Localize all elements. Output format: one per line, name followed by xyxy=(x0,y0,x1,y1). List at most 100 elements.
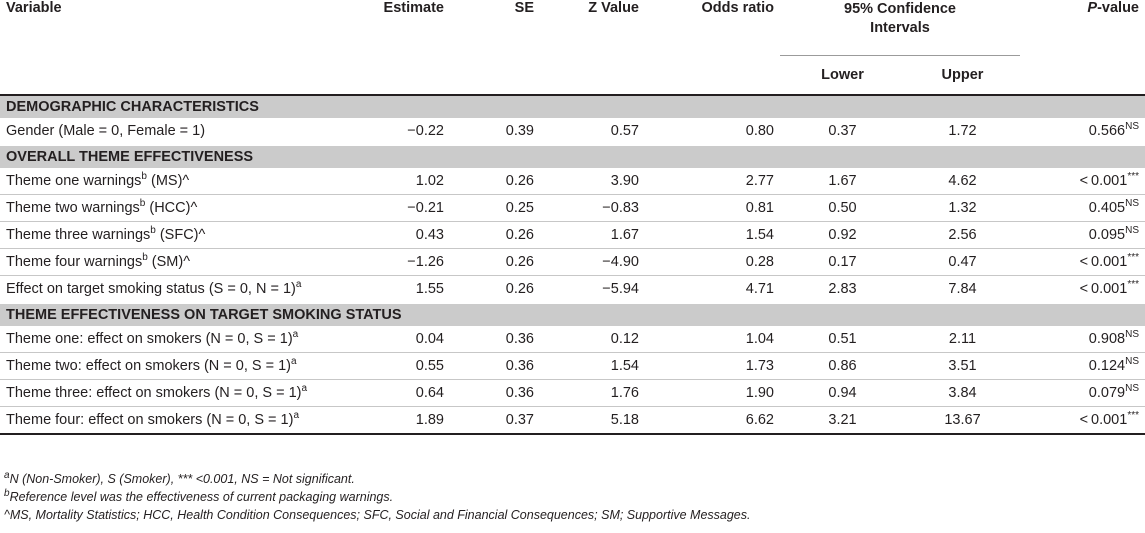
variable-cell: Theme one: effect on smokers (N = 0, S =… xyxy=(0,326,340,353)
ci-lower-cell: 0.50 xyxy=(780,194,905,222)
p-value: < 0.001 xyxy=(1079,412,1128,428)
p-value-cell: 0.095NS xyxy=(1020,221,1145,249)
p-value-cell: < 0.001*** xyxy=(1020,406,1145,435)
p-value: 0.405 xyxy=(1088,200,1126,216)
col-header-odds-ratio: Odds ratio xyxy=(645,0,780,96)
odds-ratio-cell: 0.28 xyxy=(645,248,780,276)
se-cell: 0.25 xyxy=(450,194,540,222)
significance-mark: NS xyxy=(1125,383,1139,395)
variable-superscript: b xyxy=(139,198,146,210)
section-header-row: OVERALL THEME EFFECTIVENESS xyxy=(0,144,1145,168)
col-header-variable: Variable xyxy=(0,0,340,96)
p-value: < 0.001 xyxy=(1079,254,1128,270)
footnote-text: N (Non-Smoker), S (Smoker), *** <0.001, … xyxy=(9,472,355,486)
estimate-cell: 0.64 xyxy=(340,379,450,407)
variable-label: Theme one: effect on smokers (N = 0, S =… xyxy=(6,331,293,347)
se-cell: 0.26 xyxy=(450,275,540,304)
ci-upper-cell: 4.62 xyxy=(905,168,1020,195)
ci-upper-cell: 2.11 xyxy=(905,326,1020,353)
col-header-lower: Lower xyxy=(780,55,905,96)
ci-lower-cell: 2.83 xyxy=(780,275,905,304)
variable-label: Theme three warnings xyxy=(6,227,151,243)
estimate-cell: −0.21 xyxy=(340,194,450,222)
se-cell: 0.37 xyxy=(450,406,540,435)
variable-label: Theme four: effect on smokers (N = 0, S … xyxy=(6,412,294,428)
table-row: Theme four warningsb (SM)^ −1.26 0.26 −4.90… xyxy=(0,248,1145,276)
se-cell: 0.26 xyxy=(450,168,540,195)
ci-upper-cell: 13.67 xyxy=(905,406,1020,435)
z-value-cell: 1.67 xyxy=(540,221,645,249)
significance-mark: *** xyxy=(1127,279,1139,291)
p-value: 0.124 xyxy=(1088,358,1126,374)
variable-suffix: (MS)^ xyxy=(146,173,190,189)
table-row: Theme one: effect on smokers (N = 0, S =… xyxy=(0,326,1145,353)
odds-ratio-cell: 4.71 xyxy=(645,275,780,304)
z-value-cell: −5.94 xyxy=(540,275,645,304)
table-row: Theme three: effect on smokers (N = 0, S… xyxy=(0,379,1145,407)
ci-lower-cell: 0.51 xyxy=(780,326,905,353)
section-header-row: DEMOGRAPHIC CHARACTERISTICS xyxy=(0,94,1145,118)
odds-ratio-cell: 6.62 xyxy=(645,406,780,435)
ci-upper-cell: 3.51 xyxy=(905,352,1020,380)
estimate-cell: 0.55 xyxy=(340,352,450,380)
ci-lower-cell: 0.37 xyxy=(780,118,905,146)
ci-upper-cell: 7.84 xyxy=(905,275,1020,304)
variable-cell: Theme three warningsb (SFC)^ xyxy=(0,221,340,249)
ci-upper-cell: 1.32 xyxy=(905,194,1020,222)
p-rest: -value xyxy=(1097,0,1139,16)
variable-suffix: (HCC)^ xyxy=(145,200,198,216)
ci-lower-cell: 0.86 xyxy=(780,352,905,380)
odds-ratio-cell: 0.80 xyxy=(645,118,780,146)
footnote: bReference level was the effectiveness o… xyxy=(4,488,750,506)
col-header-p-value: P-value xyxy=(1020,0,1145,96)
table-body: DEMOGRAPHIC CHARACTERISTICS Gender (Male … xyxy=(0,94,1145,435)
odds-ratio-cell: 1.54 xyxy=(645,221,780,249)
p-value-cell: < 0.001*** xyxy=(1020,168,1145,195)
significance-mark: NS xyxy=(1125,198,1139,210)
section-header-row: THEME EFFECTIVENESS ON TARGET SMOKING ST… xyxy=(0,302,1145,326)
z-value-cell: 3.90 xyxy=(540,168,645,195)
z-value-cell: 1.54 xyxy=(540,352,645,380)
variable-superscript: b xyxy=(141,171,147,183)
table-row: Theme two warningsb (HCC)^ −0.21 0.25 −0.83… xyxy=(0,194,1145,222)
variable-label: Theme two: effect on smokers (N = 0, S =… xyxy=(6,358,292,374)
se-cell: 0.36 xyxy=(450,379,540,407)
variable-cell: Gender (Male = 0, Female = 1) xyxy=(0,118,340,146)
p-italic: P xyxy=(1087,0,1098,16)
variable-label: Theme three: effect on smokers (N = 0, S… xyxy=(6,385,302,401)
table-header: Variable Estimate SE Z Value Odds ratio … xyxy=(0,0,1145,96)
footnotes: aN (Non-Smoker), S (Smoker), *** <0.001,… xyxy=(4,470,750,524)
z-value-cell: −4.90 xyxy=(540,248,645,276)
z-value-cell: 5.18 xyxy=(540,406,645,435)
p-value: < 0.001 xyxy=(1079,281,1128,297)
odds-ratio-cell: 1.04 xyxy=(645,326,780,353)
variable-superscript: a xyxy=(291,356,297,368)
footnote-text: ^MS, Mortality Statistics; HCC, Health C… xyxy=(4,508,751,522)
significance-mark: *** xyxy=(1127,252,1139,264)
col-header-z-value: Z Value xyxy=(540,0,645,96)
se-cell: 0.36 xyxy=(450,352,540,380)
p-value-cell: 0.405NS xyxy=(1020,194,1145,222)
footnote: ^MS, Mortality Statistics; HCC, Health C… xyxy=(4,506,750,524)
variable-superscript: a xyxy=(293,410,299,422)
variable-label: Theme two warnings xyxy=(6,200,140,216)
ci-lower-cell: 3.21 xyxy=(780,406,905,435)
ci-upper-cell: 2.56 xyxy=(905,221,1020,249)
ci-upper-cell: 0.47 xyxy=(905,248,1020,276)
table-row: Theme three warningsb (SFC)^ 0.43 0.26 1.67… xyxy=(0,221,1145,249)
estimate-cell: −0.22 xyxy=(340,118,450,146)
se-cell: 0.36 xyxy=(450,326,540,353)
significance-mark: NS xyxy=(1125,225,1139,237)
estimate-cell: 0.04 xyxy=(340,326,450,353)
significance-mark: NS xyxy=(1125,121,1139,133)
results-table: Variable Estimate SE Z Value Odds ratio … xyxy=(0,0,1145,435)
ci-lower-cell: 0.92 xyxy=(780,221,905,249)
variable-suffix: (SFC)^ xyxy=(155,227,206,243)
z-value-cell: 0.12 xyxy=(540,326,645,353)
table-row: Effect on target smoking status (S = 0, … xyxy=(0,275,1145,304)
significance-mark: *** xyxy=(1127,410,1139,422)
z-value-cell: 1.76 xyxy=(540,379,645,407)
variable-cell: Theme two: effect on smokers (N = 0, S =… xyxy=(0,352,340,380)
significance-mark: NS xyxy=(1125,329,1139,341)
